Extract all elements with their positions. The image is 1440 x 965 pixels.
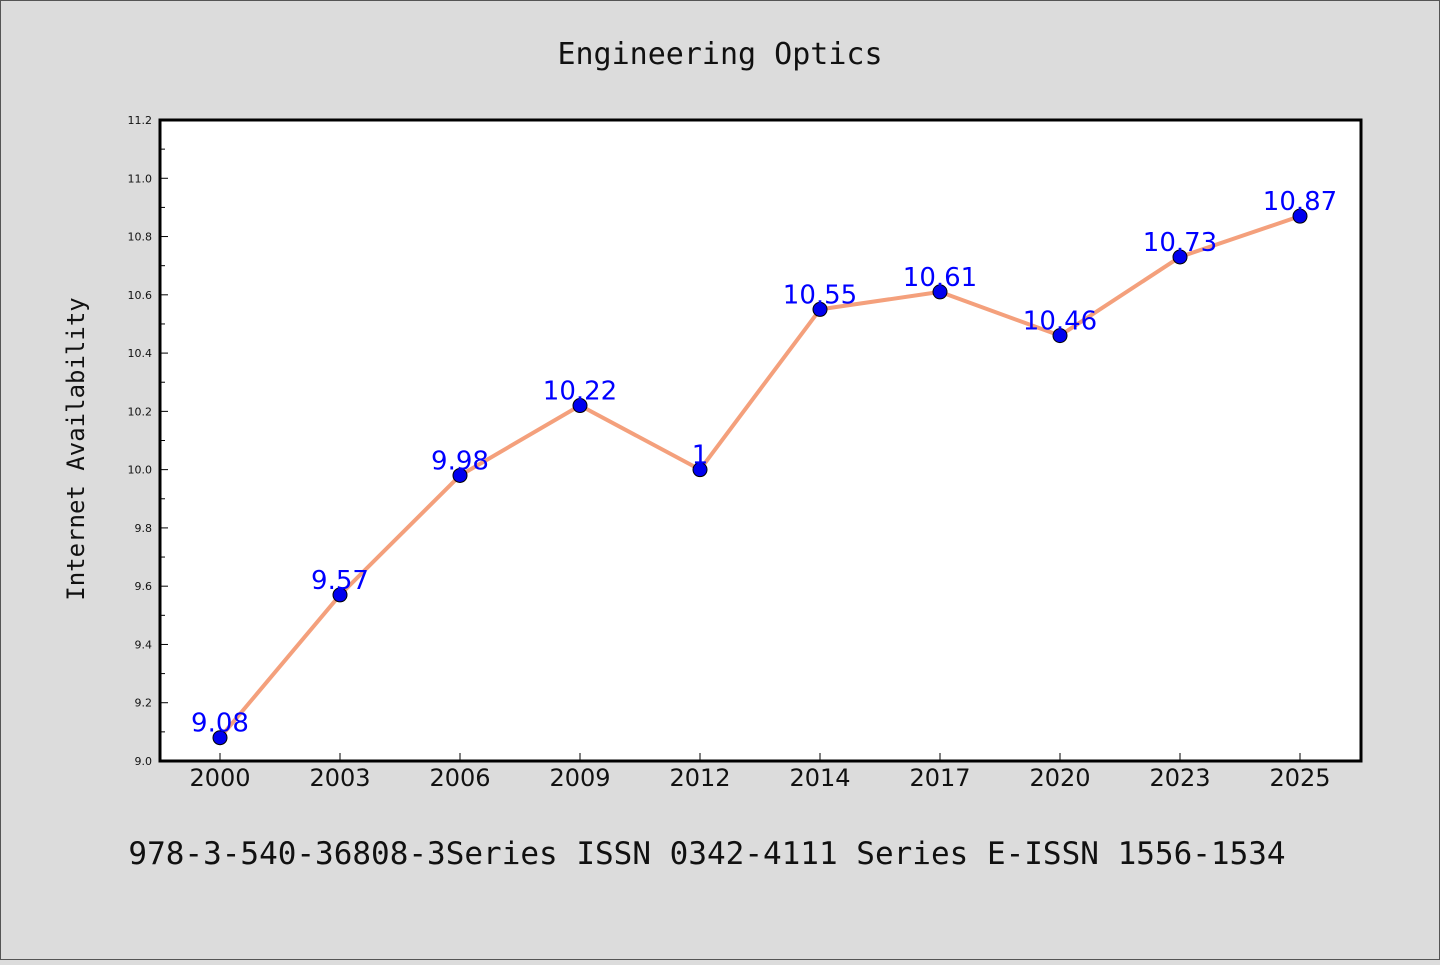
y-tick-label: 11.2 bbox=[128, 114, 153, 127]
x-tick-label: 2017 bbox=[909, 764, 970, 792]
data-label: 10.46 bbox=[1023, 307, 1097, 337]
data-point bbox=[812, 301, 828, 317]
x-tick-label: 2014 bbox=[789, 764, 850, 792]
data-point bbox=[1172, 249, 1188, 265]
y-tick-label: 11.0 bbox=[128, 172, 153, 185]
y-tick-label: 10.6 bbox=[128, 289, 153, 302]
marker-layer bbox=[212, 208, 1308, 746]
plot-border bbox=[158, 118, 1363, 763]
data-label: 10.55 bbox=[783, 280, 857, 310]
y-tick-label: 10.8 bbox=[128, 231, 153, 244]
data-label-layer: 9.08 9.57 9.98 10.22 1 10.55 10.61 10.46 10.73 10… bbox=[191, 187, 1337, 739]
x-tick-label: 2009 bbox=[549, 764, 610, 792]
data-label: 9.57 bbox=[311, 566, 369, 596]
data-point bbox=[1292, 208, 1308, 224]
y-axis-label: Internet Availability bbox=[62, 297, 90, 600]
data-point bbox=[1052, 328, 1068, 344]
y-tick-label: 9.8 bbox=[135, 522, 153, 535]
x-tick-label: 2025 bbox=[1269, 764, 1330, 792]
y-tick-label: 10.4 bbox=[128, 347, 153, 360]
x-tick-label: 2012 bbox=[669, 764, 730, 792]
series-line bbox=[218, 214, 1302, 740]
footer-text: 978-3-540-36808-3Series ISSN 0342-4111 S… bbox=[128, 836, 1285, 872]
axes-layer: 9.0 9.2 9.4 9.6 9.8 10.0 10.2 10.4 10.6 10.8 11.0 1… bbox=[128, 114, 1331, 792]
y-tick-label: 9.0 bbox=[135, 755, 153, 768]
data-label: 9.08 bbox=[191, 709, 249, 739]
data-label: 10.22 bbox=[543, 377, 617, 407]
x-tick-label: 2003 bbox=[309, 764, 370, 792]
y-tick-label: 10.0 bbox=[128, 464, 153, 477]
x-tick-label: 2020 bbox=[1029, 764, 1090, 792]
data-point bbox=[692, 462, 708, 478]
data-point bbox=[212, 730, 228, 746]
plot-area bbox=[160, 120, 1361, 761]
data-point bbox=[572, 398, 588, 414]
data-label: 9.98 bbox=[431, 446, 489, 476]
y-tick-label: 9.6 bbox=[135, 580, 153, 593]
y-tick-label: 9.2 bbox=[135, 697, 153, 710]
y-tick-label: 9.4 bbox=[135, 638, 153, 651]
x-tick-label: 2000 bbox=[189, 764, 250, 792]
data-point bbox=[932, 284, 948, 300]
data-point bbox=[332, 587, 348, 603]
data-label: 10.73 bbox=[1143, 228, 1217, 258]
x-tick-label: 2006 bbox=[429, 764, 490, 792]
data-label: 10.87 bbox=[1263, 187, 1337, 217]
data-label: 10.61 bbox=[903, 263, 977, 293]
x-tick-label: 2023 bbox=[1149, 764, 1210, 792]
y-tick-label: 10.2 bbox=[128, 405, 153, 418]
chart-title: Engineering Optics bbox=[557, 37, 882, 72]
series-line-layer bbox=[218, 214, 1302, 740]
data-label: 1 bbox=[692, 441, 709, 471]
data-point bbox=[452, 467, 468, 483]
